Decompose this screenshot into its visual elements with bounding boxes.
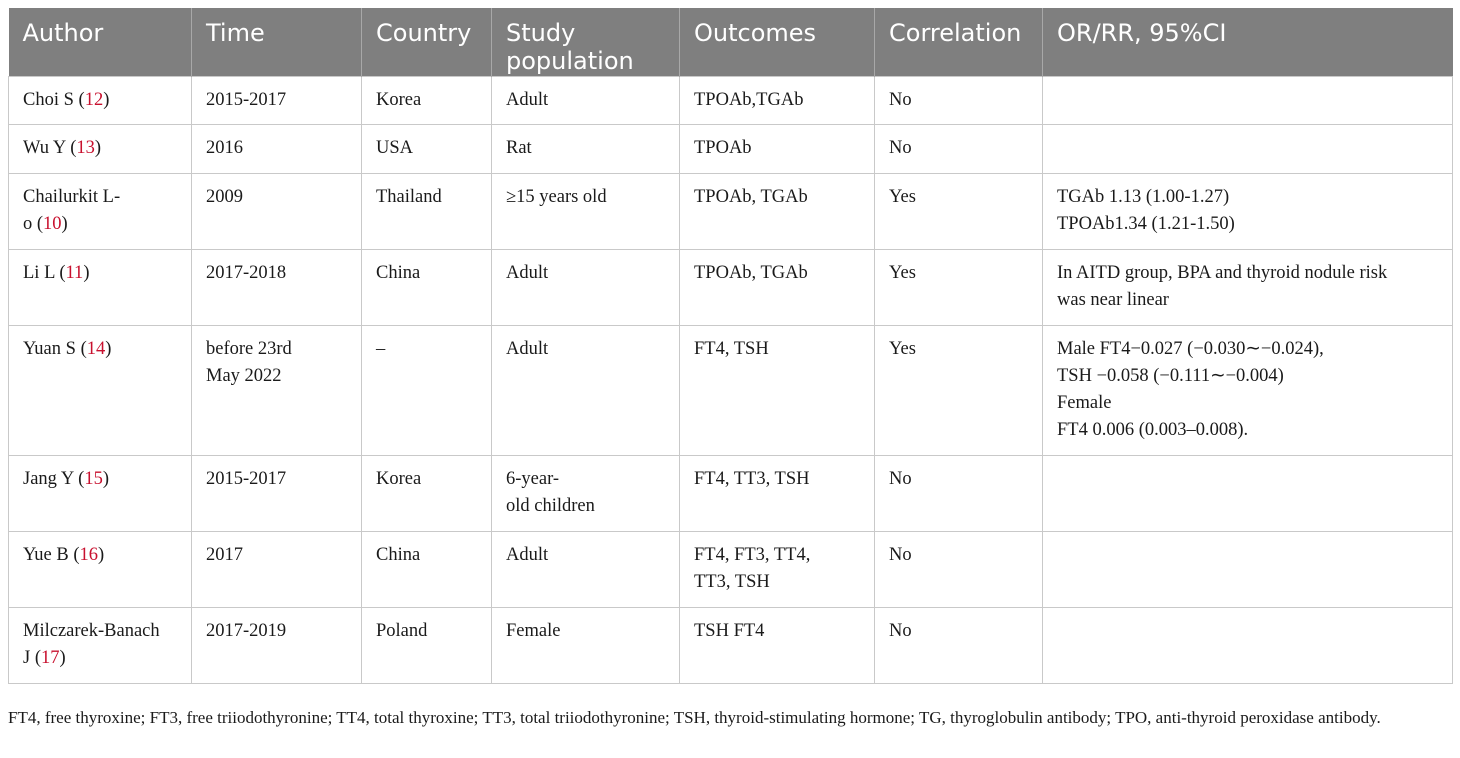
cell-author: Choi S (12) xyxy=(8,75,192,125)
cell-outcomes: TSH FT4 xyxy=(679,606,875,684)
table-row: Chailurkit L- o (10) 2009 Thailand ≥15 y… xyxy=(8,172,1453,250)
cell-author: Jang Y (15) xyxy=(8,454,192,532)
cell-time: 2017 xyxy=(191,530,362,608)
cell-author: Yuan S (14) xyxy=(8,324,192,456)
cell-correlation: No xyxy=(874,454,1043,532)
cell-outcomes: TPOAb xyxy=(679,123,875,174)
cell-or-rr xyxy=(1042,454,1453,532)
cell-or-rr xyxy=(1042,75,1453,125)
cell-population: Adult xyxy=(491,324,680,456)
cell-country: China xyxy=(361,530,492,608)
cell-population: Adult xyxy=(491,530,680,608)
table-footnote: FT4, free thyroxine; FT3, free triiodoth… xyxy=(8,708,1381,727)
cell-country: Korea xyxy=(361,454,492,532)
cell-outcomes: TPOAb, TGAb xyxy=(679,172,875,250)
cell-author: Yue B (16) xyxy=(8,530,192,608)
table-row: Yuan S (14) before 23rd May 2022 – Adult… xyxy=(8,324,1453,456)
cell-or-rr: Male FT4−0.027 (−0.030∼−0.024), TSH −0.0… xyxy=(1042,324,1453,456)
cell-outcomes: FT4, TSH xyxy=(679,324,875,456)
cell-time: before 23rd May 2022 xyxy=(191,324,362,456)
cell-country: Poland xyxy=(361,606,492,684)
cell-outcomes: TPOAb,TGAb xyxy=(679,75,875,125)
header-correlation: Correlation xyxy=(874,8,1043,76)
cell-or-rr: In AITD group, BPA and thyroid nodule ri… xyxy=(1042,248,1453,326)
header-row: Author Time Country Study population Out… xyxy=(8,8,1453,76)
cell-population: 6-year- old children xyxy=(491,454,680,532)
cell-time: 2015-2017 xyxy=(191,75,362,125)
cell-population: Rat xyxy=(491,123,680,174)
cell-author: Wu Y (13) xyxy=(8,123,192,174)
cell-population: Adult xyxy=(491,248,680,326)
cell-author: Li L (11) xyxy=(8,248,192,326)
cell-correlation: No xyxy=(874,530,1043,608)
cell-country: Korea xyxy=(361,75,492,125)
table-row: Choi S (12) 2015-2017 Korea Adult TPOAb,… xyxy=(8,75,1453,125)
cell-author: Milczarek-Banach J (17) xyxy=(8,606,192,684)
cell-time: 2009 xyxy=(191,172,362,250)
cell-outcomes: FT4, FT3, TT4, TT3, TSH xyxy=(679,530,875,608)
cell-or-rr: TGAb 1.13 (1.00-1.27) TPOAb1.34 (1.21-1.… xyxy=(1042,172,1453,250)
cell-author: Chailurkit L- o (10) xyxy=(8,172,192,250)
cell-or-rr xyxy=(1042,123,1453,174)
reference-link[interactable]: 16 xyxy=(79,544,99,565)
header-study-population: Study population xyxy=(491,8,680,76)
table-row: Jang Y (15) 2015-2017 Korea 6-year- old … xyxy=(8,454,1453,532)
table-row: Wu Y (13) 2016 USA Rat TPOAb No xyxy=(8,123,1453,174)
cell-time: 2017-2018 xyxy=(191,248,362,326)
table-row: Yue B (16) 2017 China Adult FT4, FT3, TT… xyxy=(8,530,1453,608)
cell-correlation: No xyxy=(874,606,1043,684)
table-row: Li L (11) 2017-2018 China Adult TPOAb, T… xyxy=(8,248,1453,326)
cell-time: 2017-2019 xyxy=(191,606,362,684)
header-outcomes: Outcomes xyxy=(679,8,875,76)
cell-population: Adult xyxy=(491,75,680,125)
cell-country: – xyxy=(361,324,492,456)
reference-link[interactable]: 17 xyxy=(41,647,60,668)
table-row: Milczarek-Banach J (17) 2017-2019 Poland… xyxy=(8,606,1453,684)
header-or-rr: OR/RR, 95%CI xyxy=(1042,8,1453,76)
reference-link[interactable]: 15 xyxy=(84,468,103,489)
cell-correlation: Yes xyxy=(874,248,1043,326)
cell-country: Thailand xyxy=(361,172,492,250)
cell-correlation: Yes xyxy=(874,172,1043,250)
cell-population: Female xyxy=(491,606,680,684)
cell-outcomes: FT4, TT3, TSH xyxy=(679,454,875,532)
cell-time: 2015-2017 xyxy=(191,454,362,532)
header-author: Author xyxy=(8,8,192,76)
cell-country: China xyxy=(361,248,492,326)
studies-table: Author Time Country Study population Out… xyxy=(8,8,1453,684)
cell-or-rr xyxy=(1042,606,1453,684)
cell-or-rr xyxy=(1042,530,1453,608)
cell-correlation: No xyxy=(874,75,1043,125)
reference-link[interactable]: 14 xyxy=(86,338,106,359)
cell-population: ≥15 years old xyxy=(491,172,680,250)
cell-outcomes: TPOAb, TGAb xyxy=(679,248,875,326)
reference-link[interactable]: 11 xyxy=(65,262,84,283)
reference-link[interactable]: 13 xyxy=(76,137,95,158)
table-container: Author Time Country Study population Out… xyxy=(8,8,1453,684)
reference-link[interactable]: 10 xyxy=(43,213,62,234)
header-time: Time xyxy=(191,8,362,76)
cell-correlation: Yes xyxy=(874,324,1043,456)
reference-link[interactable]: 12 xyxy=(84,89,104,110)
header-country: Country xyxy=(361,8,492,76)
cell-correlation: No xyxy=(874,123,1043,174)
cell-time: 2016 xyxy=(191,123,362,174)
cell-country: USA xyxy=(361,123,492,174)
